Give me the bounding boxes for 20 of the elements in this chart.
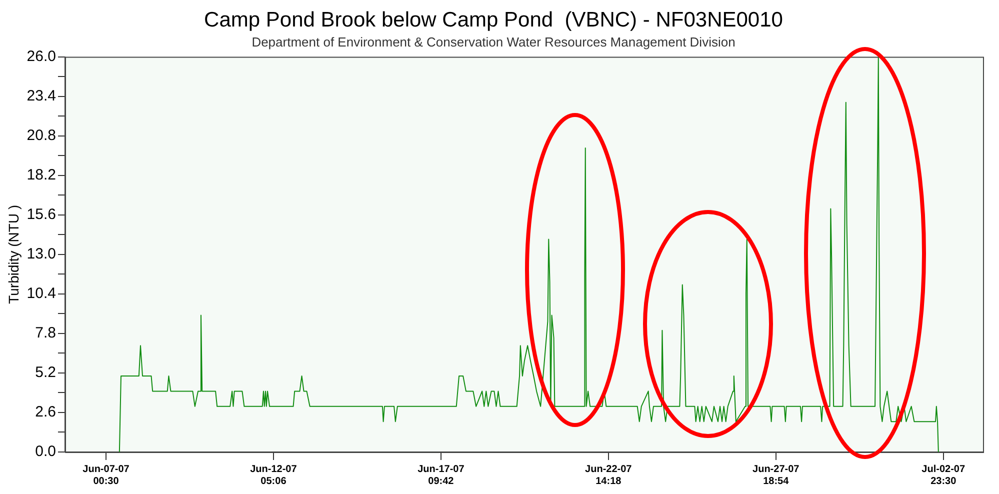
x-tick-label: Jun-22-07 14:18 (585, 464, 632, 487)
y-tick-label: 2.6 (35, 404, 56, 421)
y-tick-label: 18.2 (26, 166, 56, 184)
y-tick-label: 15.6 (26, 206, 56, 224)
y-tick-label: 7.8 (35, 324, 56, 342)
y-axis-title: Turbidity (NTU ) (5, 204, 22, 304)
x-tick-label: Jul-02-07 23:30 (922, 464, 966, 487)
y-tick-label: 26.0 (26, 48, 56, 65)
x-tick-label: Jun-17-07 09:42 (418, 464, 465, 487)
y-tick-label: 0.0 (35, 443, 56, 460)
y-tick-label: 5.2 (35, 364, 56, 382)
y-tick-label: 20.8 (26, 126, 56, 144)
chart-title: Camp Pond Brook below Camp Pond (VBNC) - NF03NE0010 (204, 8, 783, 32)
y-tick-label: 10.4 (26, 285, 56, 302)
y-tick-label: 13.0 (26, 246, 56, 263)
x-tick-label: Jun-27-07 18:54 (752, 464, 800, 487)
x-tick-label: Jun-07-07 00:30 (82, 464, 130, 487)
y-tick-label: 23.4 (26, 87, 56, 104)
x-tick-label: Jun-12-07 05:06 (250, 464, 298, 487)
chart-subtitle: Department of Environment & Conservation Water Resources Management Division (252, 34, 736, 50)
